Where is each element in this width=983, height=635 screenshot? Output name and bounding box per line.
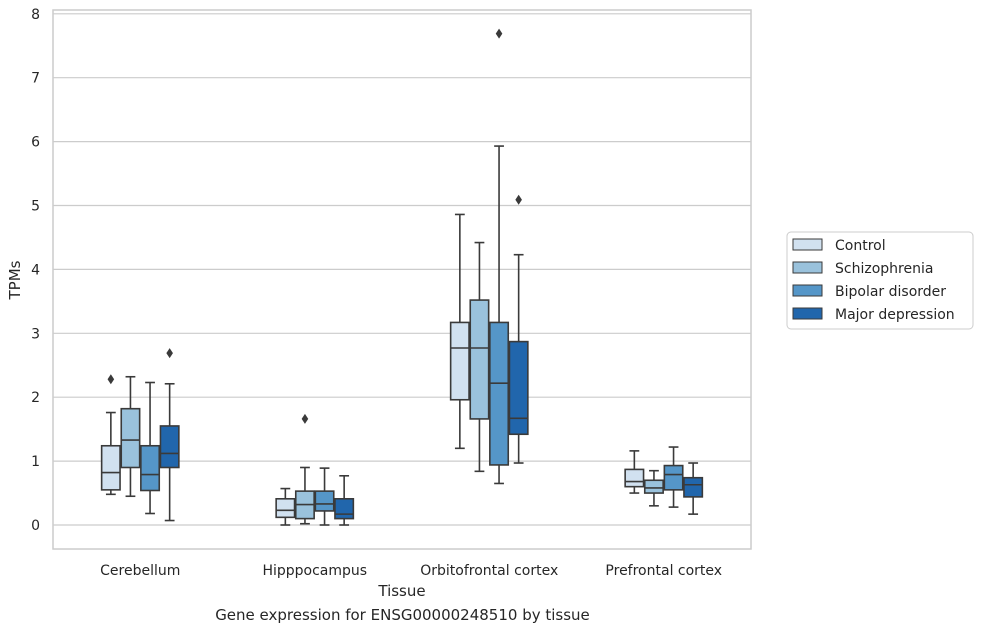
y-axis-label: TPMs — [6, 260, 24, 300]
box-plot — [100, 374, 121, 496]
figure-caption: Gene expression for ENSG00000248510 by t… — [215, 606, 590, 624]
box-plot — [489, 28, 510, 485]
outlier-point — [107, 374, 115, 385]
legend-swatch — [792, 307, 823, 320]
legend-swatch — [792, 261, 823, 274]
box-iqr — [508, 340, 529, 436]
x-tick-label: Hipppocampus — [262, 563, 367, 579]
box-plot — [643, 469, 664, 507]
x-tick-label: Cerebellum — [100, 563, 180, 579]
y-tick-label: 4 — [31, 262, 40, 278]
y-tick-label: 7 — [31, 71, 40, 87]
box-iqr — [275, 498, 296, 519]
box-plot — [294, 413, 315, 525]
box-iqr — [663, 464, 684, 491]
box-plot — [683, 462, 704, 515]
box-plot — [334, 474, 355, 526]
x-tick-label: Prefrontal cortex — [605, 563, 722, 579]
legend-box — [786, 231, 974, 330]
box-plot — [314, 467, 335, 526]
box-plot — [275, 487, 296, 526]
box-plot — [624, 450, 645, 494]
y-tick-label: 3 — [31, 326, 40, 342]
box-iqr — [469, 299, 490, 420]
box-plot — [140, 381, 161, 515]
box-iqr — [120, 407, 141, 469]
y-tick-label: 8 — [31, 7, 40, 23]
outlier-point — [515, 194, 522, 205]
y-tick-label: 2 — [31, 390, 40, 406]
box-plot — [159, 348, 180, 522]
box-iqr — [140, 444, 161, 492]
box-plot — [663, 446, 684, 508]
outlier-point — [301, 413, 309, 424]
y-tick-label: 1 — [31, 454, 40, 470]
outlier-point — [495, 28, 503, 39]
y-tick-label: 6 — [31, 135, 40, 151]
box-iqr — [100, 444, 121, 491]
box-iqr — [159, 425, 180, 469]
x-axis-label: Tissue — [377, 582, 425, 600]
box-iqr — [449, 321, 470, 401]
box-plot — [508, 194, 529, 464]
box-plot — [120, 375, 141, 498]
legend-swatch — [792, 284, 823, 297]
x-tick-label: Orbitofrontal cortex — [420, 563, 558, 579]
legend-label: Major depression — [835, 307, 955, 323]
box-iqr — [314, 490, 335, 512]
legend-label: Bipolar disorder — [835, 284, 946, 300]
outlier-point — [166, 348, 173, 359]
x-tick-labels: Cerebellum Hipppocampus Orbitofrontal cort… — [100, 563, 722, 579]
box-iqr — [334, 498, 355, 520]
box-iqr — [683, 476, 704, 498]
legend: Control Schizophrenia Bipolar disorder Majo… — [786, 231, 974, 330]
box-iqr — [624, 468, 645, 488]
box-plot — [449, 213, 470, 450]
legend-label: Schizophrenia — [835, 261, 933, 277]
box-iqr — [643, 479, 664, 494]
y-tick-label: 5 — [31, 199, 40, 215]
box-plots — [100, 28, 704, 526]
box-iqr — [489, 321, 510, 466]
legend-label: Control — [835, 238, 886, 254]
y-tick-labels: 0 1 2 3 4 5 6 7 8 — [31, 7, 40, 534]
box-plot — [469, 241, 490, 473]
legend-swatch — [792, 238, 823, 251]
y-tick-label: 0 — [31, 518, 40, 534]
plot-frame — [52, 9, 752, 550]
